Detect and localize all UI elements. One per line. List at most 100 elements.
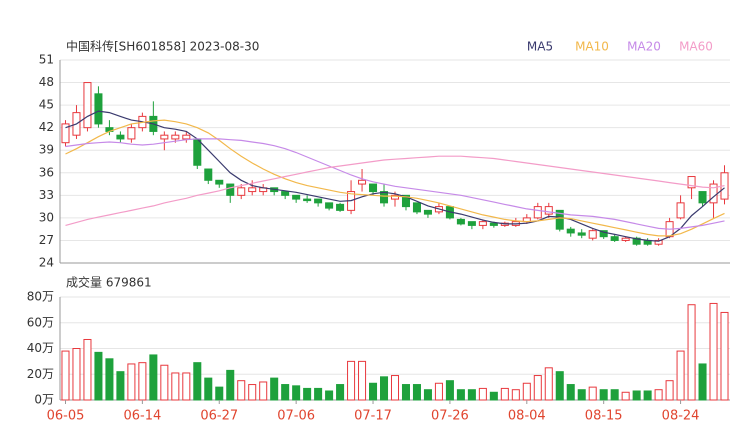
volume-bar	[325, 390, 334, 401]
volume-bar	[248, 384, 257, 401]
volume-bar	[105, 358, 114, 401]
volume-bar	[522, 382, 531, 401]
volume-bar	[193, 362, 202, 401]
x-tick-label: 06-14	[123, 409, 161, 424]
y-tick-label: 80万	[27, 290, 54, 304]
y-tick-label: 36	[39, 165, 54, 179]
candle-body	[456, 218, 465, 225]
volume-bar	[720, 311, 729, 401]
candle-body	[555, 209, 564, 230]
volume-bar	[160, 364, 169, 401]
volume-bar	[577, 389, 586, 401]
volume-bar	[511, 389, 520, 401]
ma-line	[65, 119, 725, 237]
candle-body	[336, 203, 345, 211]
volume-bar	[445, 380, 454, 401]
candle-body	[160, 134, 169, 140]
price-title: 中国科传[SH601858] 2023-08-30	[66, 39, 259, 54]
volume-bar	[632, 390, 641, 401]
volume-bar	[533, 375, 542, 401]
volume-bar	[347, 360, 356, 401]
volume-bar	[259, 381, 268, 401]
legend-label: MA20	[627, 40, 661, 54]
y-tick-label: 39	[39, 143, 54, 157]
volume-bar	[116, 371, 125, 401]
volume-bar	[687, 304, 696, 401]
candle-body	[193, 138, 202, 166]
volume-bar	[369, 382, 378, 401]
volume-bar	[390, 375, 400, 401]
y-tick-label: 51	[39, 53, 54, 67]
ma-line	[65, 138, 725, 230]
candle-body	[478, 221, 487, 226]
volume-bar	[709, 302, 718, 401]
legend-label: MA10	[575, 40, 609, 54]
candle-body	[369, 183, 378, 193]
candle-body	[401, 194, 410, 208]
ma-line	[65, 110, 725, 242]
volume-bar	[281, 384, 290, 401]
volume-bar	[149, 354, 158, 401]
volume-bar	[489, 391, 498, 401]
candle-body	[599, 230, 608, 238]
volume-bar	[478, 387, 487, 401]
volume-bar	[237, 380, 246, 401]
candle-body	[610, 236, 619, 241]
y-tick-label: 42	[39, 120, 54, 134]
volume-bar	[654, 389, 663, 401]
y-tick-label: 33	[39, 188, 54, 202]
candle-body	[533, 206, 542, 219]
x-tick-label: 08-15	[585, 409, 623, 424]
x-tick-label: 08-24	[662, 409, 700, 424]
y-tick-label: 30	[39, 210, 54, 224]
volume-bar	[94, 351, 103, 401]
volume-bar	[676, 350, 685, 401]
candle-body	[577, 232, 586, 236]
candle-body	[215, 179, 224, 185]
volume-bar	[544, 367, 553, 401]
candle-body	[676, 202, 685, 219]
x-tick-label: 06-05	[47, 409, 85, 424]
y-tick-label: 20万	[27, 367, 54, 381]
volume-bar	[72, 348, 81, 401]
volume-bar	[292, 385, 301, 401]
candle-body	[423, 209, 432, 215]
legend-label: MA60	[679, 40, 713, 54]
x-tick-label: 07-17	[354, 409, 392, 424]
y-tick-label: 0万	[34, 393, 54, 407]
volume-bar	[599, 389, 608, 401]
volume-bar	[138, 362, 147, 401]
candle-body	[687, 176, 696, 189]
x-tick-label: 06-27	[200, 409, 238, 424]
candle-body	[237, 187, 246, 196]
candle-body	[61, 123, 70, 144]
volume-bar	[423, 389, 432, 401]
candle-body	[621, 237, 630, 241]
volume-bar	[698, 363, 707, 401]
candle-body	[358, 179, 367, 185]
y-tick-label: 24	[39, 256, 54, 270]
candle-body	[182, 134, 191, 140]
candle-body	[116, 134, 125, 140]
candle-body	[588, 230, 597, 239]
candle-body	[390, 194, 400, 200]
y-tick-label: 48	[39, 75, 54, 89]
volume-bar	[182, 372, 191, 401]
y-tick-label: 40万	[27, 341, 54, 355]
x-tick-label: 08-04	[508, 409, 546, 424]
volume-bar	[204, 377, 213, 401]
volume-bar	[588, 386, 597, 401]
candle-body	[489, 222, 498, 226]
y-tick-label: 45	[39, 98, 54, 112]
volume-bar	[566, 384, 575, 401]
volume-bar	[456, 389, 465, 401]
volume-bar	[643, 390, 652, 401]
volume-bar	[336, 384, 345, 401]
candle-body	[94, 93, 103, 125]
candle-body	[698, 191, 707, 204]
volume-bar	[555, 371, 564, 401]
volume-bar	[412, 384, 421, 401]
candle-body	[467, 221, 476, 226]
candle-body	[248, 187, 257, 193]
